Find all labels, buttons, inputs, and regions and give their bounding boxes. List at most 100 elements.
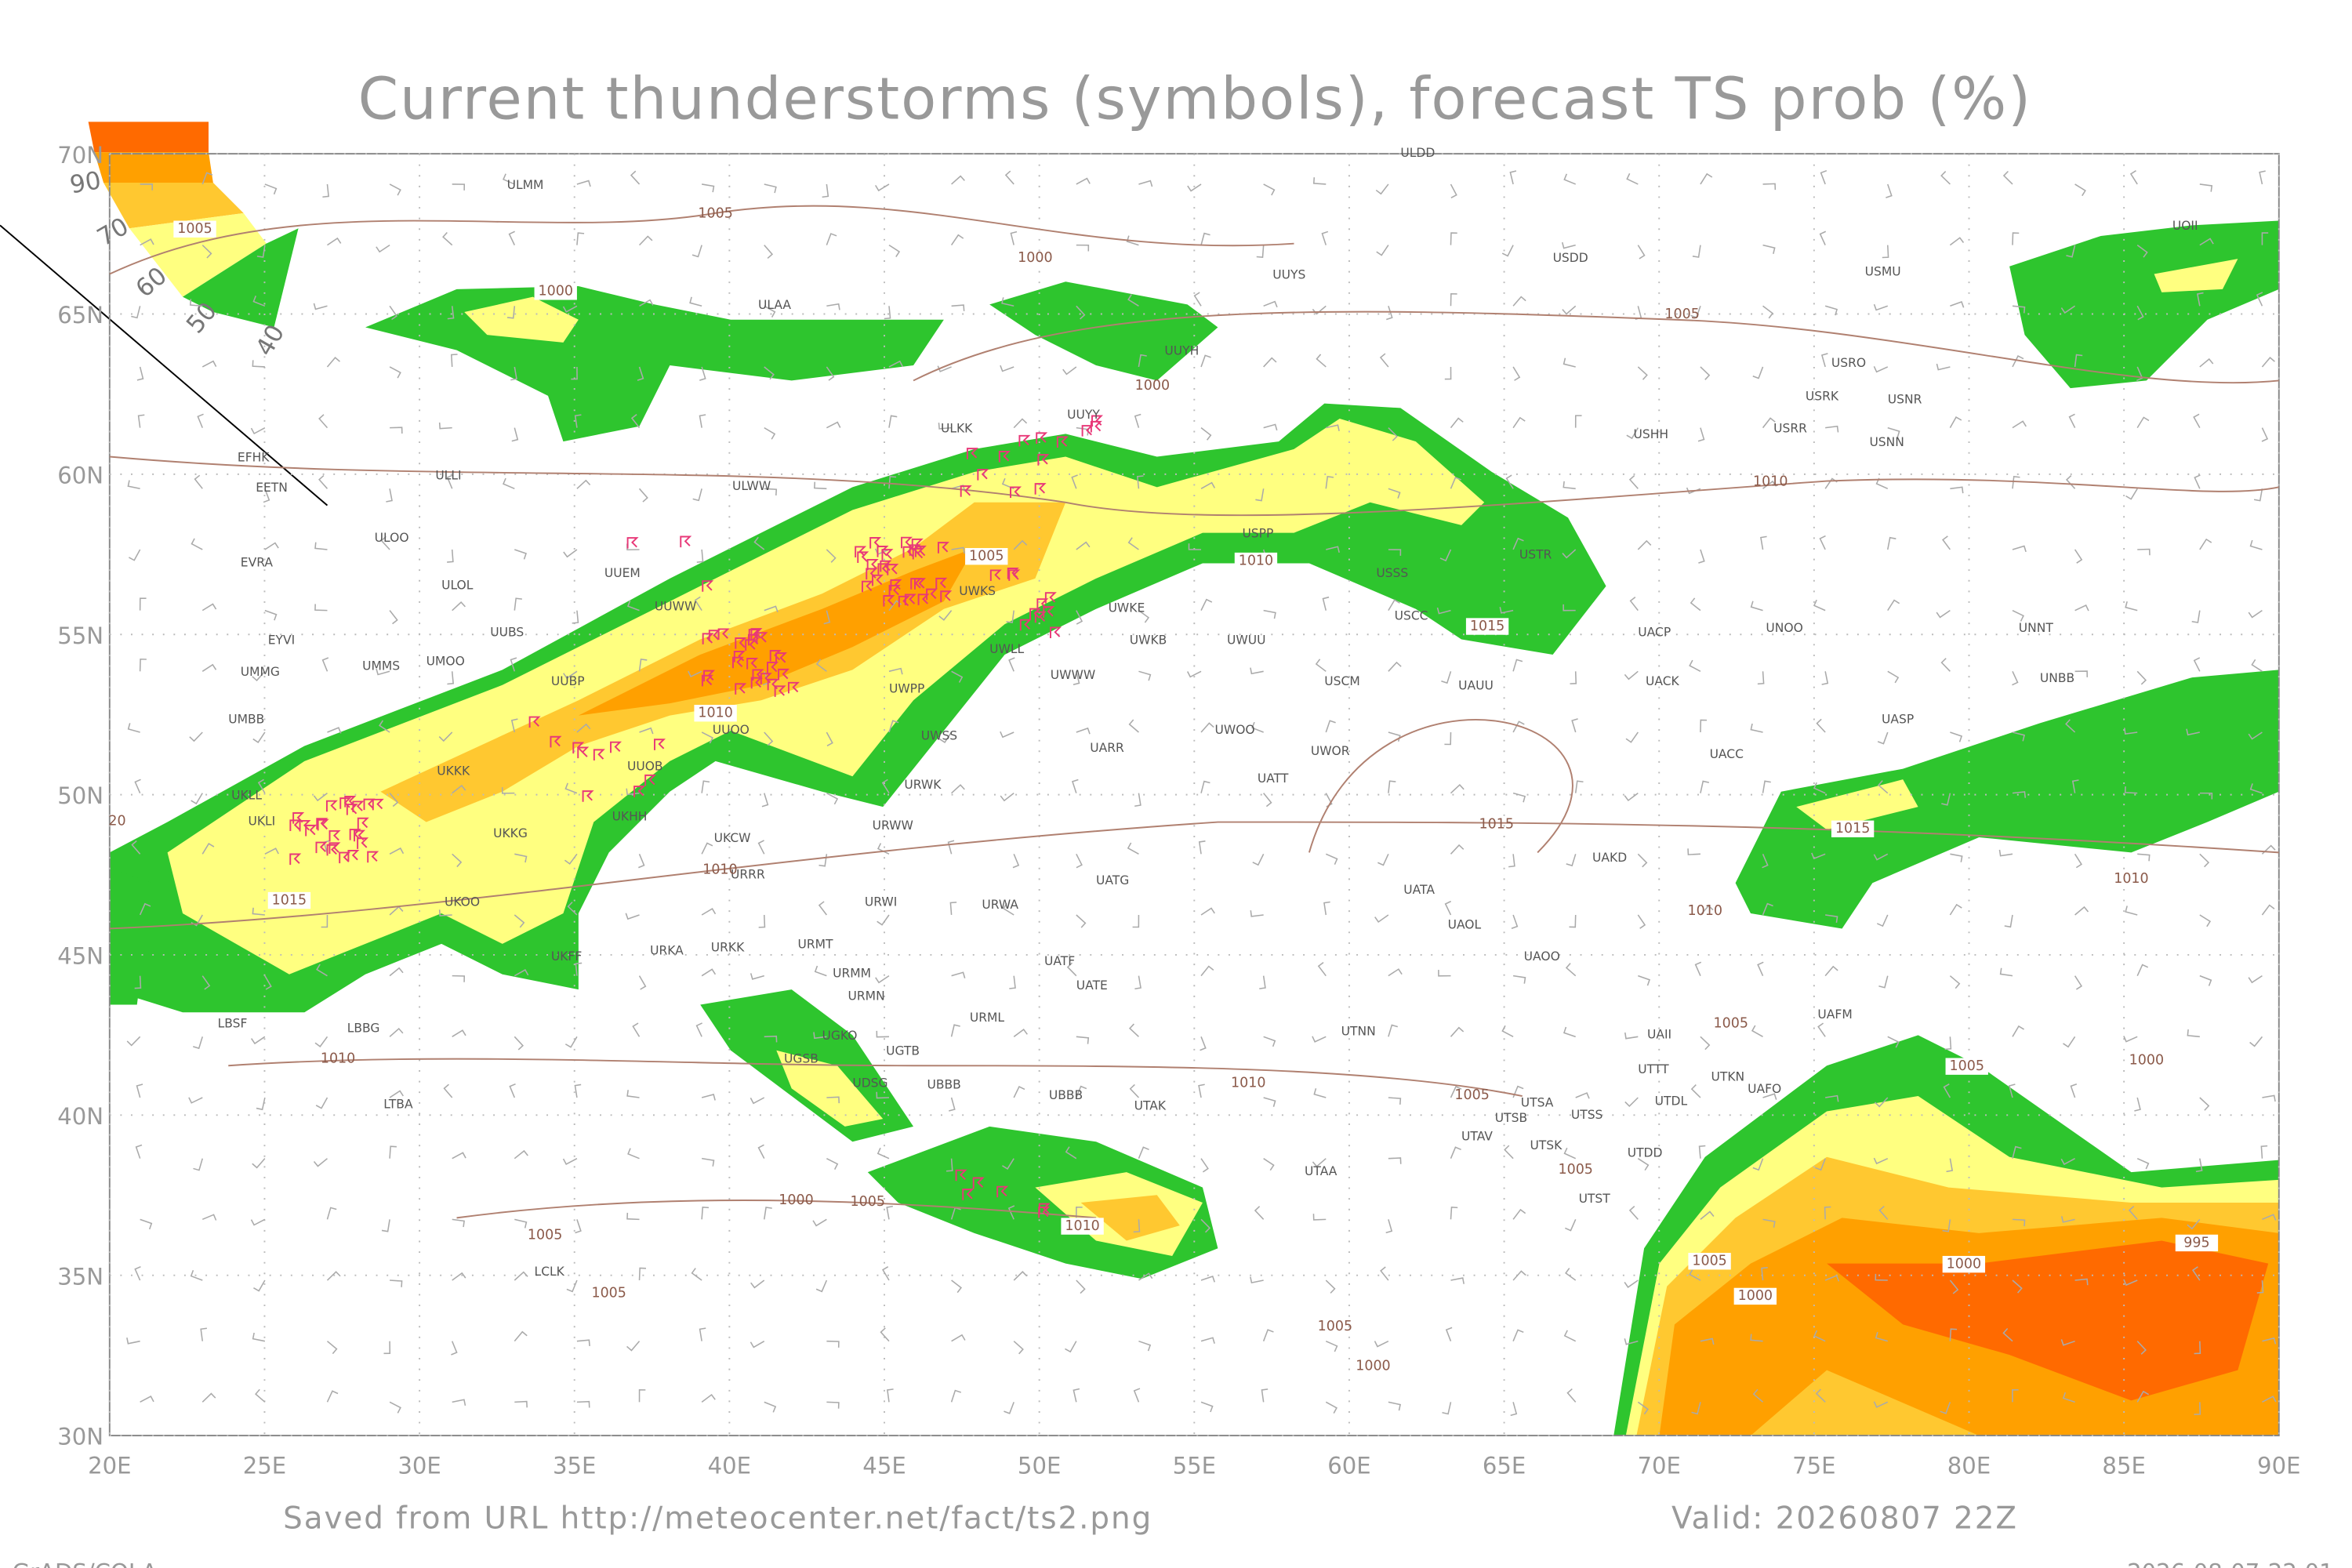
wind-barb bbox=[1076, 177, 1091, 185]
wind-barb bbox=[1700, 1210, 1715, 1220]
wind-barb bbox=[2248, 731, 2263, 740]
isobar-label-box bbox=[1831, 820, 1875, 837]
wind-barb bbox=[691, 1268, 702, 1281]
thunderstorm-symbol bbox=[357, 817, 369, 829]
wind-barb bbox=[379, 720, 390, 733]
thunderstorm-symbol bbox=[731, 656, 744, 669]
wind-barb bbox=[1563, 358, 1576, 368]
wind-barb bbox=[2123, 1036, 2138, 1043]
wind-barb bbox=[1323, 901, 1330, 916]
station-label: UAFM bbox=[1817, 1007, 1852, 1022]
wind-barb bbox=[256, 1097, 266, 1111]
wind-barb bbox=[1873, 1401, 1889, 1408]
wind-barb bbox=[189, 299, 203, 307]
wind-barb bbox=[2074, 906, 2089, 916]
wind-barb bbox=[1700, 905, 1714, 916]
x-tick-label: 85E bbox=[2102, 1453, 2145, 1479]
y-tick-label: 40N bbox=[57, 1103, 103, 1130]
isobar-label: 1000 bbox=[1018, 250, 1052, 266]
thunderstorm-symbol bbox=[940, 590, 953, 602]
station-label: UGSB bbox=[784, 1051, 818, 1065]
wind-barb bbox=[1071, 474, 1078, 489]
station-label: LBSF bbox=[218, 1017, 248, 1031]
wind-barb bbox=[691, 245, 702, 258]
station-label: UTST bbox=[1579, 1192, 1611, 1206]
wind-barb bbox=[2199, 358, 2214, 368]
thunderstorm-symbol bbox=[654, 739, 666, 750]
thunderstorm-symbol bbox=[747, 633, 760, 646]
thunderstorm-symbol bbox=[888, 584, 901, 597]
wind-barb bbox=[1076, 853, 1083, 869]
wind-barb bbox=[327, 237, 342, 246]
wind-barb bbox=[2012, 1145, 2022, 1159]
wind-barb bbox=[572, 610, 579, 624]
wind-barb bbox=[1200, 1218, 1211, 1233]
thunderstorm-symbol bbox=[357, 837, 369, 849]
wind-barb bbox=[1250, 1276, 1264, 1284]
wind-barb bbox=[1076, 305, 1086, 320]
wind-barb bbox=[2012, 670, 2019, 686]
wind-barb bbox=[564, 782, 578, 794]
wind-barb bbox=[2012, 731, 2025, 742]
isobar-label-box bbox=[1945, 1058, 1988, 1075]
wind-barb bbox=[1508, 854, 1515, 868]
wind-barb bbox=[1076, 244, 1090, 252]
wind-barb bbox=[264, 848, 279, 855]
wind-barb bbox=[189, 731, 203, 742]
station-label: UATF bbox=[1044, 954, 1075, 968]
wind-barb bbox=[888, 667, 903, 675]
wind-barb bbox=[1008, 657, 1015, 672]
wind-barb bbox=[764, 245, 774, 260]
wind-barb bbox=[1637, 366, 1648, 380]
thunderstorm-symbol bbox=[955, 1169, 967, 1181]
station-label: LCLK bbox=[535, 1265, 565, 1279]
wind-barb bbox=[1824, 1206, 1831, 1220]
station-label: USPP bbox=[1242, 526, 1273, 540]
wind-barb bbox=[1824, 305, 1838, 316]
wind-barb bbox=[1887, 599, 1900, 612]
wind-barb bbox=[1820, 169, 1828, 185]
wind-barb bbox=[1762, 780, 1771, 793]
wind-barb bbox=[197, 413, 204, 428]
wind-barb bbox=[129, 549, 141, 561]
wind-barb bbox=[1200, 1276, 1215, 1283]
thunderstorm-symbol bbox=[582, 790, 594, 802]
station-label: USCM bbox=[1324, 674, 1359, 688]
station-label: UTNN bbox=[1341, 1024, 1376, 1038]
station-label: UTSK bbox=[1530, 1138, 1563, 1152]
wind-barb bbox=[2249, 783, 2263, 794]
wind-barb bbox=[514, 1330, 528, 1342]
wind-barb bbox=[938, 610, 953, 621]
wind-barb bbox=[251, 1036, 266, 1045]
isobar-label-box bbox=[965, 548, 1008, 565]
wind-barb bbox=[1255, 488, 1265, 502]
wind-barb bbox=[1501, 1025, 1514, 1038]
wind-barb bbox=[1200, 598, 1213, 611]
wind-barb bbox=[2136, 244, 2148, 258]
wind-barb bbox=[2136, 964, 2149, 976]
thunderstorm-symbol bbox=[299, 819, 311, 832]
wind-barb bbox=[1071, 779, 1079, 793]
wind-barb bbox=[1127, 294, 1139, 307]
wind-barb bbox=[514, 1271, 528, 1281]
thunderstorm-symbol bbox=[593, 749, 605, 760]
isobar-label: 1015 bbox=[1479, 816, 1514, 832]
wind-barb bbox=[1200, 907, 1215, 916]
station-label: UACK bbox=[1646, 674, 1680, 688]
wind-barb bbox=[438, 422, 452, 430]
wind-barb bbox=[389, 366, 401, 379]
station-label: UACC bbox=[1710, 747, 1744, 761]
wind-barb bbox=[946, 1158, 953, 1172]
wind-barb bbox=[951, 784, 965, 794]
wind-barb bbox=[2256, 1279, 2264, 1294]
wind-barb bbox=[1325, 1279, 1336, 1294]
wind-barb bbox=[764, 426, 776, 440]
wind-barb bbox=[1638, 975, 1650, 986]
thunderstorm-symbol bbox=[292, 812, 305, 824]
wind-barb bbox=[1076, 1036, 1090, 1044]
wind-barb bbox=[1388, 1401, 1401, 1411]
wind-barb bbox=[313, 793, 328, 802]
station-label: UAFO bbox=[1748, 1082, 1781, 1096]
station-label: UAUU bbox=[1458, 679, 1494, 693]
